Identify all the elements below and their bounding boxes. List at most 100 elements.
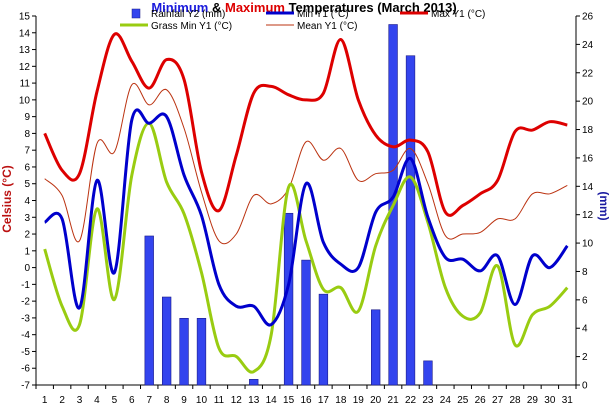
y-right-tick-label: 0 (582, 381, 588, 392)
y-left-tick-label: -4 (21, 330, 30, 341)
x-tick-label: 30 (544, 395, 556, 406)
y-right-tick-label: 4 (582, 324, 588, 335)
chart-title: Minimum & Maximum Temperatures (March 20… (151, 0, 456, 15)
x-tick-label: 17 (318, 395, 330, 406)
y-left-tick-label: -7 (21, 381, 30, 392)
x-tick-label: 31 (562, 395, 574, 406)
y-right-tick-label: 10 (582, 239, 594, 250)
x-tick-label: 9 (181, 395, 187, 406)
x-tick-label: 26 (475, 395, 487, 406)
temperature-lines (43, 32, 569, 374)
x-tick-label: 5 (112, 395, 118, 406)
mean-series-line (44, 82, 568, 245)
y-left-tick-label: 4 (24, 196, 30, 207)
x-tick-label: 24 (440, 395, 452, 406)
rainfall-bar (423, 360, 433, 386)
legend: Rainfall Y2 (mm) Min Y1 (°C) Max Y1 (°C) Gr… (120, 8, 485, 32)
y-right-tick-label: 14 (582, 182, 594, 193)
x-tick-label: 11 (214, 395, 225, 406)
y-left-tick-label: 8 (24, 129, 30, 140)
min-series-line (43, 108, 569, 327)
y-left-tick-label: 1 (24, 246, 30, 257)
x-tick-label: 20 (370, 395, 382, 406)
legend-rainfall-label: Rainfall Y2 (mm) (151, 9, 225, 20)
axes: -7-6-5-4-3-2-101234567891011121314150246… (19, 12, 594, 407)
y-left-tick-label: -6 (21, 364, 30, 375)
y-right-tick-label: 6 (582, 295, 588, 306)
y-right-tick-label: 26 (582, 12, 594, 23)
y-axis-left-label: Celsius (°C) (0, 165, 14, 232)
x-tick-label: 21 (388, 395, 400, 406)
y-left-tick-label: 10 (19, 95, 31, 106)
rainfall-bar (161, 296, 172, 386)
y-left-tick-label: -1 (21, 280, 30, 291)
y-left-tick-label: -3 (21, 313, 30, 324)
rainfall-bar (405, 55, 416, 386)
x-tick-label: 8 (164, 395, 170, 406)
y-right-tick-label: 22 (582, 68, 594, 79)
y-right-tick-label: 16 (582, 153, 594, 164)
y-left-tick-label: 3 (24, 213, 30, 224)
grass-series-line (43, 121, 569, 374)
rainfall-bar (301, 259, 311, 386)
y-left-tick-label: -2 (21, 297, 30, 308)
y-left-tick-label: -5 (21, 347, 30, 358)
legend-min-label: Min Y1 (°C) (297, 9, 349, 20)
y-axis-right-label: (mm) (597, 191, 611, 220)
y-right-tick-label: 2 (582, 352, 588, 363)
x-tick-label: 2 (59, 395, 65, 406)
title-part-1: & (208, 0, 225, 15)
y-left-tick-label: 6 (24, 162, 30, 173)
legend-grass-label: Grass Min Y1 (°C) (151, 21, 232, 32)
x-tick-label: 22 (405, 395, 417, 406)
x-tick-label: 28 (509, 395, 521, 406)
rainfall-bar (371, 309, 381, 386)
legend-max-label: Max Y1 (°C) (431, 9, 485, 20)
y-left-tick-label: 0 (24, 263, 30, 274)
x-tick-label: 18 (335, 395, 347, 406)
x-tick-label: 4 (94, 395, 100, 406)
rainfall-bar (249, 379, 259, 386)
x-tick-label: 14 (266, 395, 278, 406)
rainfall-bar (144, 235, 154, 386)
y-left-tick-label: 2 (24, 230, 30, 241)
x-tick-label: 1 (42, 395, 48, 406)
y-left-tick-label: 14 (19, 28, 31, 39)
title-part-0: Minimum (151, 0, 208, 15)
x-tick-label: 3 (77, 395, 83, 406)
y-left-tick-label: 9 (24, 112, 30, 123)
x-tick-label: 29 (527, 395, 539, 406)
rainfall-bar (196, 317, 207, 386)
rainfall-bar (318, 293, 329, 386)
legend-mean-label: Mean Y1 (°C) (297, 21, 358, 32)
x-tick-label: 6 (129, 395, 135, 406)
x-tick-label: 7 (146, 395, 152, 406)
title-part-2: Maximum (225, 0, 285, 15)
legend-rainfall-swatch (131, 8, 141, 19)
rainfall-bar (179, 317, 189, 386)
x-tick-label: 23 (422, 395, 434, 406)
x-tick-label: 27 (492, 395, 504, 406)
max-series-line (43, 32, 568, 217)
x-tick-label: 13 (248, 395, 260, 406)
y-right-tick-label: 20 (582, 97, 594, 108)
x-tick-label: 19 (353, 395, 365, 406)
y-left-tick-label: 12 (19, 62, 31, 73)
y-left-tick-label: 5 (24, 179, 30, 190)
y-left-tick-label: 11 (20, 79, 31, 90)
x-tick-label: 12 (231, 395, 243, 406)
y-left-tick-label: 13 (19, 45, 31, 56)
x-tick-label: 10 (196, 395, 208, 406)
y-left-tick-label: 15 (19, 12, 31, 23)
y-left-tick-label: 7 (24, 146, 30, 157)
y-right-tick-label: 24 (582, 40, 594, 51)
y-right-tick-label: 8 (582, 267, 588, 278)
x-tick-label: 25 (457, 395, 469, 406)
x-tick-label: 15 (283, 395, 295, 406)
title-part-3: Temperatures (March 2013) (285, 0, 457, 15)
y-right-tick-label: 18 (582, 125, 594, 136)
rainfall-bars (144, 24, 433, 386)
y-right-tick-label: 12 (582, 210, 594, 221)
x-tick-label: 16 (300, 395, 312, 406)
